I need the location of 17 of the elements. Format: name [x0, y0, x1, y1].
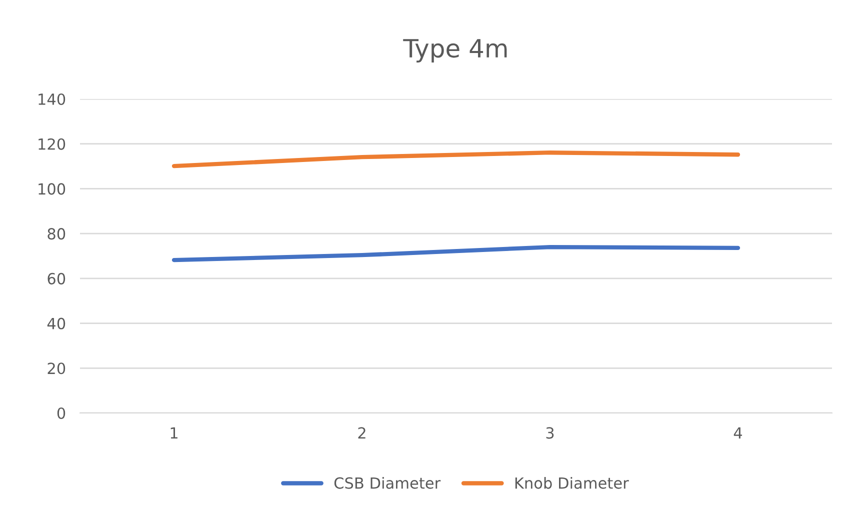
chart-title: Type 4m — [403, 39, 507, 63]
line-series — [172, 244, 740, 262]
line-series — [172, 150, 740, 168]
y-tick-label: 100 — [38, 183, 66, 195]
legend-label: CSB Diameter — [334, 476, 441, 489]
y-tick-label: 80 — [48, 228, 66, 240]
x-tick-label: 2 — [358, 427, 366, 438]
y-tick-label: 60 — [48, 272, 66, 284]
y-tick-label: 120 — [38, 138, 66, 150]
x-tick-label: 4 — [734, 427, 742, 438]
legend-label: Knob Diameter — [515, 476, 629, 489]
y-tick-label: 0 — [57, 407, 66, 420]
y-tick-label: 40 — [47, 318, 66, 330]
x-tick-label: 3 — [546, 427, 554, 439]
x-tick-label: 1 — [170, 427, 178, 438]
y-tick-label: 20 — [48, 362, 66, 374]
y-tick-label: 140 — [38, 93, 66, 106]
